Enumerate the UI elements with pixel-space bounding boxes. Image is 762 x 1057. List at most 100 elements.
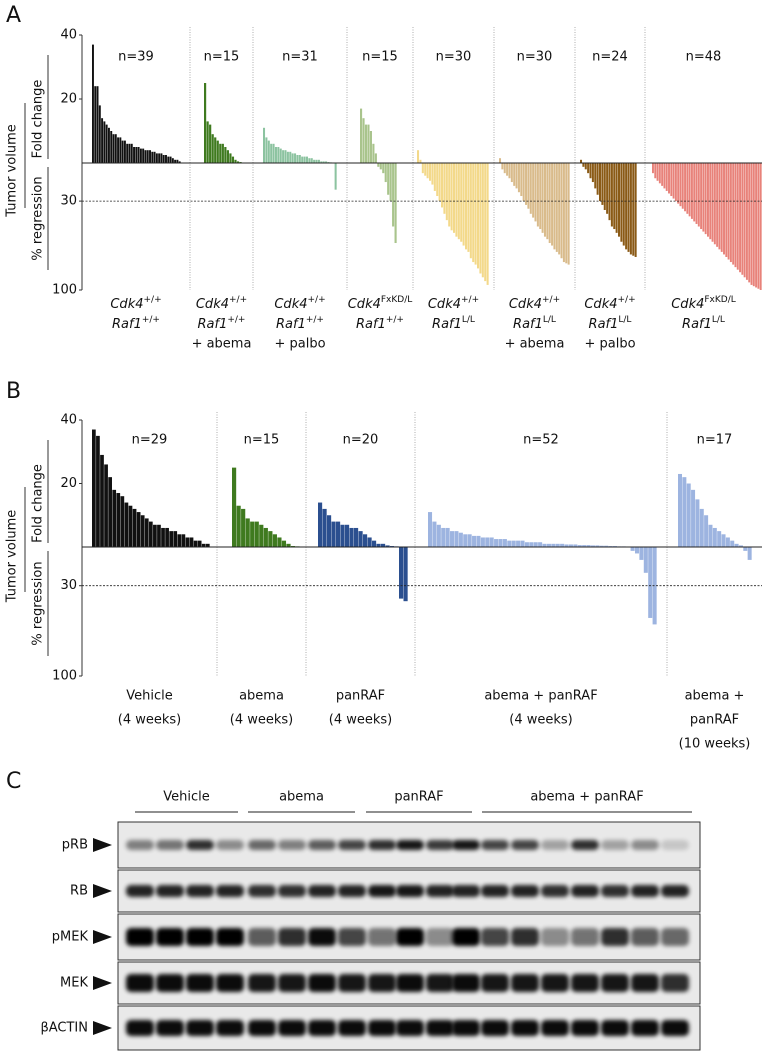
- bar: [490, 537, 494, 547]
- bar: [506, 163, 508, 176]
- bar: [417, 150, 419, 163]
- group-label: abema +: [685, 689, 745, 704]
- bar: [525, 163, 527, 205]
- bar: [450, 531, 454, 547]
- bar: [443, 163, 445, 214]
- bar: [748, 547, 752, 560]
- bar: [104, 464, 108, 547]
- bar: [704, 515, 708, 547]
- bar: [422, 163, 424, 173]
- blot-band: [126, 840, 154, 850]
- blot-band: [186, 885, 214, 897]
- bar: [479, 163, 481, 273]
- bar: [363, 534, 367, 547]
- bar: [635, 547, 639, 553]
- blot-band: [661, 928, 689, 946]
- bar: [277, 147, 279, 163]
- bar: [209, 125, 211, 163]
- bar: [294, 153, 296, 163]
- bar: [308, 158, 310, 163]
- bar: [705, 163, 707, 234]
- bar: [730, 541, 734, 547]
- arrowhead: [93, 884, 112, 898]
- bar: [468, 534, 472, 547]
- bar: [280, 149, 282, 163]
- bar: [212, 134, 214, 163]
- bar: [657, 163, 659, 181]
- bar: [753, 163, 755, 286]
- bar: [460, 163, 462, 242]
- bar: [609, 163, 611, 220]
- bar: [277, 537, 281, 547]
- blot-band: [338, 885, 366, 897]
- bar: [504, 163, 506, 173]
- bar: [463, 534, 467, 547]
- bar: [689, 163, 691, 216]
- allele: +/+: [542, 295, 560, 305]
- blot-band: [511, 1020, 539, 1036]
- bar: [451, 163, 453, 230]
- bar: [652, 163, 654, 173]
- bar: [718, 163, 720, 249]
- bar: [737, 163, 739, 270]
- bar: [544, 163, 546, 237]
- bar: [682, 477, 686, 547]
- bar: [503, 539, 507, 547]
- bar: [126, 144, 128, 163]
- blot-band: [216, 1020, 244, 1036]
- bar: [693, 163, 695, 221]
- bar: [477, 163, 479, 268]
- bar: [370, 131, 372, 163]
- bar: [101, 118, 103, 163]
- blot-band: [601, 885, 629, 897]
- bar: [404, 547, 408, 601]
- bar: [219, 144, 221, 163]
- bar: [318, 503, 322, 547]
- blot-band: [541, 840, 569, 850]
- bar: [739, 163, 741, 272]
- bar: [92, 430, 96, 547]
- allele: +/+: [308, 295, 326, 305]
- bar: [511, 163, 513, 182]
- bar: [499, 158, 501, 163]
- bar: [582, 163, 584, 167]
- allele: +/+: [618, 295, 636, 305]
- blot-band: [571, 928, 599, 946]
- axis-label: Fold change: [31, 464, 46, 543]
- n-label: n=17: [697, 433, 733, 448]
- bar: [470, 163, 472, 258]
- bar: [494, 539, 498, 547]
- bar: [380, 163, 382, 169]
- n-label: n=48: [686, 50, 722, 65]
- gene: Raf1: [589, 317, 619, 332]
- gene: Raf1: [198, 317, 228, 332]
- group-label: Cdk4+/+: [274, 295, 325, 312]
- bar: [207, 121, 209, 163]
- y-tick-label: 40: [60, 28, 77, 43]
- bar: [237, 506, 241, 547]
- blot-band: [278, 1020, 306, 1036]
- blot-band: [248, 885, 276, 897]
- group-label: Raf1+/+: [198, 315, 246, 332]
- y-tick-label: 100: [52, 669, 77, 684]
- bar: [529, 542, 533, 547]
- bar: [395, 163, 397, 243]
- bar: [520, 541, 524, 547]
- bar: [700, 163, 702, 229]
- blot-band: [278, 885, 306, 897]
- blot-band: [126, 928, 154, 946]
- bar: [387, 163, 389, 195]
- bar: [372, 541, 376, 547]
- gene: Raf1: [112, 317, 142, 332]
- blot-band: [481, 885, 509, 897]
- bar: [735, 163, 737, 267]
- blot-band: [216, 840, 244, 850]
- gene: Cdk4: [671, 297, 704, 312]
- group-label: Raf1+/+: [112, 315, 160, 332]
- blot-group-label: panRAF: [394, 790, 443, 805]
- bar: [263, 128, 265, 163]
- bar: [306, 157, 308, 163]
- group-label: Raf1L/L: [513, 315, 556, 332]
- bar: [616, 163, 618, 233]
